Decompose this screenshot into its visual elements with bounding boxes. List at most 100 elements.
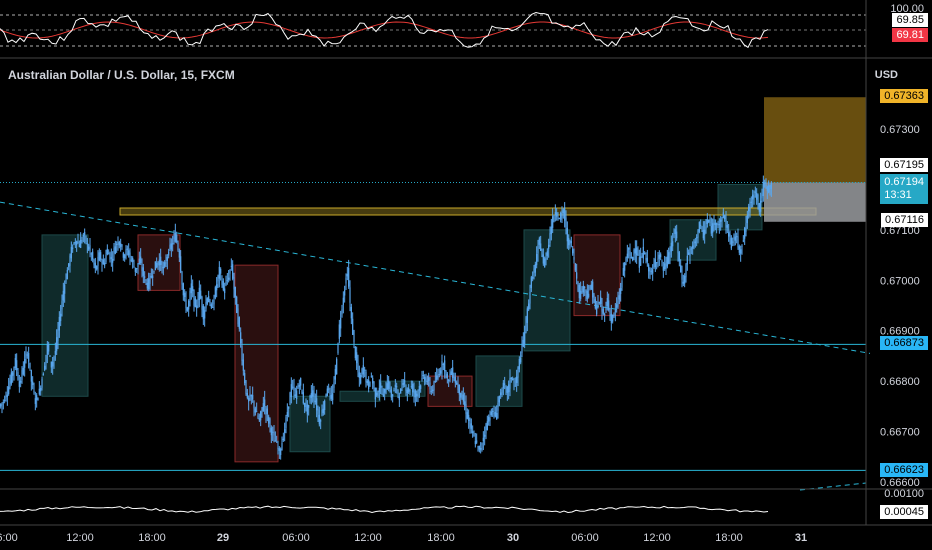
candle-body	[154, 261, 156, 271]
candle-body	[268, 416, 270, 424]
candle-body	[337, 343, 339, 354]
stop-price-label: 0.67116	[881, 213, 928, 227]
candle-body	[144, 276, 146, 278]
candle-body	[117, 242, 119, 245]
price-tick-label: 0.67000	[880, 275, 920, 287]
candle-body	[529, 291, 531, 304]
candle-body	[38, 388, 40, 395]
candle-body	[737, 236, 739, 248]
candle-body	[501, 389, 503, 394]
candle-body	[26, 354, 28, 356]
price-tick-label: 0.66700	[880, 427, 920, 439]
candle-body	[126, 248, 128, 250]
candle-body	[490, 411, 492, 415]
candle-body	[617, 300, 619, 307]
candle-body	[508, 384, 510, 393]
candle-body	[573, 257, 575, 260]
candle-body	[82, 234, 84, 237]
candle-body	[765, 184, 767, 187]
candle-body	[353, 330, 355, 343]
candle-body	[54, 350, 56, 355]
candle-body	[452, 367, 454, 378]
candle-body	[78, 244, 80, 248]
candle-body	[734, 236, 736, 241]
candle-body	[205, 302, 207, 309]
candle-body	[438, 374, 440, 376]
candle-body	[428, 377, 430, 382]
candle-body	[146, 282, 148, 289]
candle-body	[733, 234, 735, 239]
candle-body	[590, 284, 592, 290]
candle-body	[625, 257, 627, 263]
candle-body	[189, 290, 191, 301]
last-price-value: 0.67194	[884, 176, 924, 188]
candle-body	[588, 293, 590, 298]
candle-body	[161, 261, 163, 271]
candle-body	[186, 307, 188, 311]
candle-body	[233, 277, 235, 290]
candle-body	[120, 243, 122, 247]
candle-body	[576, 272, 578, 279]
candle-body	[21, 370, 23, 380]
candle-body	[180, 256, 182, 272]
candle-body	[544, 258, 546, 268]
candle-body	[624, 262, 626, 271]
candle-body	[596, 306, 598, 315]
candle-body	[320, 420, 322, 422]
candle-body	[128, 250, 130, 256]
candle-body	[684, 275, 686, 284]
candle-body	[465, 403, 467, 414]
candle-body	[253, 401, 255, 409]
currency-label[interactable]: USD	[874, 69, 898, 81]
candle-body	[477, 446, 479, 448]
target-zone	[764, 97, 866, 183]
candle-body	[454, 376, 456, 383]
htf-candle-box	[41, 234, 89, 397]
time-axis[interactable]: 06:00 12:00 18:00 29 06:00 12:00 18:00 30 06:00 1…	[0, 532, 807, 544]
candle-body	[112, 258, 114, 263]
candle-body	[768, 185, 770, 193]
candle-body	[420, 385, 422, 389]
candle-body	[458, 384, 460, 395]
candle-body	[210, 304, 212, 308]
time-tick-label: 12:00	[66, 532, 94, 544]
candle-body	[708, 219, 710, 223]
candle-body	[514, 385, 516, 387]
candle-body	[680, 265, 682, 273]
candle-body	[230, 265, 232, 267]
candle-body	[488, 416, 490, 422]
htf-candle-box	[717, 183, 763, 231]
candle-body	[461, 391, 463, 400]
candle-body	[636, 247, 638, 256]
candle-body	[273, 432, 275, 436]
candle-body	[386, 383, 388, 390]
candle-body	[192, 286, 194, 291]
candle-body	[605, 308, 607, 311]
candle-body	[12, 372, 14, 376]
candle-body	[714, 222, 716, 225]
candle-body	[409, 390, 411, 392]
candle-body	[102, 259, 104, 265]
candle-body	[616, 304, 618, 308]
candle-body	[533, 268, 535, 274]
candle-body	[262, 403, 264, 411]
time-tick-label: 30	[507, 532, 519, 544]
target-price-label: 0.67363	[880, 89, 928, 103]
candle-body	[169, 244, 171, 250]
candle-body	[434, 381, 436, 383]
candle-body	[754, 191, 756, 193]
candle-body	[394, 384, 396, 388]
candle-body	[770, 182, 772, 189]
candle-body	[486, 421, 488, 431]
candle-body	[88, 246, 90, 250]
candle-body	[284, 429, 286, 433]
candle-body	[682, 281, 684, 284]
candle-body	[168, 251, 170, 256]
candle-body	[34, 398, 36, 404]
candle-body	[553, 216, 555, 222]
candle-body	[388, 380, 390, 389]
candle-body	[58, 316, 60, 331]
candle-body	[628, 247, 630, 250]
candle-body	[138, 258, 140, 265]
